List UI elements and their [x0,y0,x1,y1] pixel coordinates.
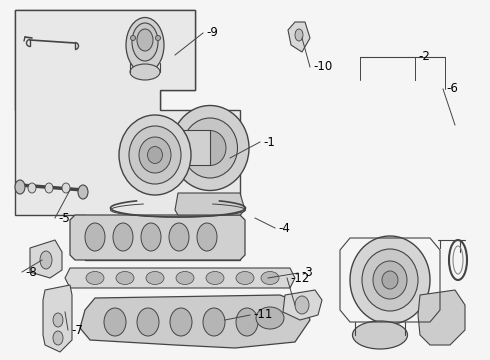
Ellipse shape [62,183,70,193]
Ellipse shape [171,105,249,190]
Polygon shape [418,290,465,345]
Ellipse shape [147,147,163,163]
Polygon shape [288,22,310,52]
Text: -12: -12 [290,271,309,284]
Ellipse shape [236,271,254,284]
Ellipse shape [119,115,191,195]
Polygon shape [175,193,245,215]
Ellipse shape [78,185,88,199]
Ellipse shape [45,183,53,193]
Ellipse shape [382,271,398,289]
Ellipse shape [137,308,159,336]
Text: -6: -6 [446,82,458,95]
Ellipse shape [141,223,161,251]
Ellipse shape [295,296,309,314]
Ellipse shape [130,36,136,40]
Ellipse shape [53,331,63,345]
Text: -8: -8 [25,266,37,279]
Polygon shape [283,290,322,320]
Ellipse shape [53,313,63,327]
Ellipse shape [28,183,36,193]
Text: -11: -11 [253,309,272,321]
Polygon shape [43,285,72,352]
Ellipse shape [169,223,189,251]
Ellipse shape [15,180,25,194]
Text: -1: -1 [263,135,275,148]
Ellipse shape [40,251,52,269]
Ellipse shape [129,126,181,184]
Polygon shape [80,295,310,348]
Text: -7: -7 [71,324,83,337]
Ellipse shape [206,271,224,284]
Ellipse shape [126,18,164,72]
Ellipse shape [182,118,238,178]
Ellipse shape [132,23,158,61]
Ellipse shape [261,271,279,284]
Text: -2: -2 [418,50,430,63]
Text: -3: -3 [301,266,313,279]
Polygon shape [15,10,240,260]
Ellipse shape [352,321,408,349]
Text: -5: -5 [58,211,70,225]
Text: -10: -10 [313,60,332,73]
Ellipse shape [176,271,194,284]
Polygon shape [30,240,62,278]
Ellipse shape [146,271,164,284]
Ellipse shape [130,64,160,80]
Ellipse shape [236,308,258,336]
Bar [162,130,210,165]
Text: -4: -4 [278,221,290,234]
Ellipse shape [86,271,104,284]
Text: -9: -9 [206,27,218,40]
Ellipse shape [155,36,161,40]
Polygon shape [70,215,245,260]
Ellipse shape [113,223,133,251]
Ellipse shape [362,249,418,311]
Ellipse shape [295,29,303,41]
Ellipse shape [194,130,226,166]
Ellipse shape [350,236,430,324]
Ellipse shape [203,308,225,336]
Ellipse shape [137,29,153,51]
Ellipse shape [116,271,134,284]
Ellipse shape [373,261,407,299]
Ellipse shape [85,223,105,251]
Polygon shape [65,268,295,288]
Ellipse shape [139,137,171,173]
Ellipse shape [256,307,284,329]
Ellipse shape [104,308,126,336]
Polygon shape [15,10,195,110]
Ellipse shape [197,223,217,251]
Ellipse shape [170,308,192,336]
